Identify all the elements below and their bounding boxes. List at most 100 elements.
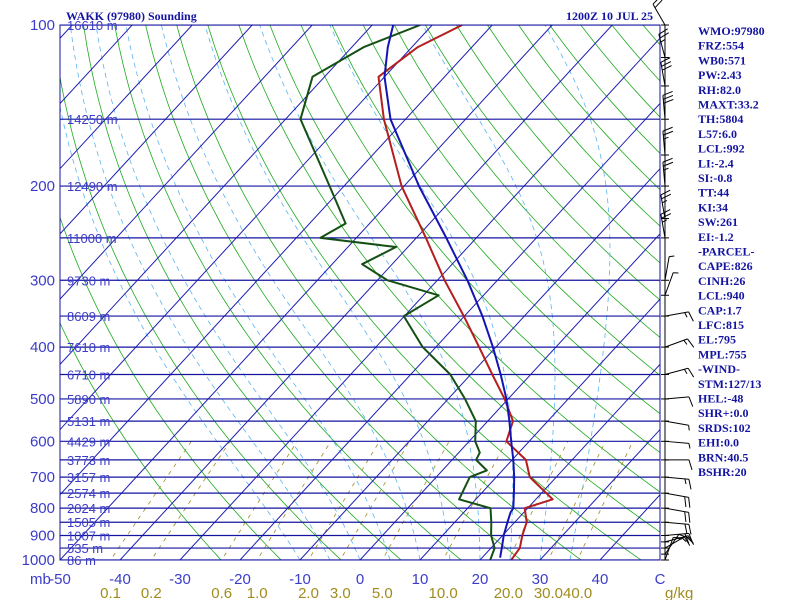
wind-barb-shaft [664, 367, 689, 375]
wind-barb-flag [684, 496, 687, 508]
wind-barb-half-flag [683, 369, 688, 374]
wind-barb-shaft [660, 194, 666, 219]
wind-barb-flag [662, 157, 673, 163]
index-line: CAPE:826 [698, 259, 753, 273]
height-label: 9730 m [67, 273, 110, 288]
index-line: LI:-2.4 [698, 156, 734, 170]
wind-barb-half-flag [684, 312, 688, 318]
wind-barb-shaft [664, 476, 689, 480]
wind-barb-flag [688, 512, 691, 523]
index-line: SRDS:102 [698, 421, 751, 435]
plot-frame [59, 24, 661, 561]
pressure-tick-label: 1000 [22, 552, 55, 569]
mixing-ratio-label: 30.0 [534, 585, 563, 600]
wind-barb-flag [683, 536, 691, 546]
wind-barb-flag [684, 511, 687, 523]
wind-barb [661, 90, 674, 120]
index-line: TH:5804 [698, 112, 743, 126]
dry-adiabat [60, 322, 222, 560]
temperature-tick-label: 30 [532, 571, 549, 588]
height-label: 2574 m [67, 486, 110, 501]
mixing-ratio-line [256, 441, 332, 560]
index-line: MAXT:33.2 [698, 98, 759, 112]
isotherm [359, 233, 660, 560]
temperature-tick-label: -50 [49, 571, 71, 588]
wind-barb-flag [688, 479, 692, 490]
wind-barb-half-flag [688, 425, 690, 431]
pressure-tick-label: 200 [30, 178, 55, 195]
wind-barb-flag [663, 130, 674, 136]
pressure-tick-label: 500 [30, 391, 55, 408]
index-line: WMO:97980 [698, 24, 765, 38]
wind-barb-half-flag [661, 219, 668, 223]
isotherm [60, 25, 433, 431]
index-line: EHI:0.0 [698, 436, 739, 450]
wind-barb [661, 396, 694, 407]
wind-barb-shaft [658, 34, 666, 58]
isotherm [239, 102, 660, 560]
wind-barb [661, 492, 691, 508]
index-line: MPL:755 [698, 347, 747, 361]
index-line: PW:2.43 [698, 68, 742, 82]
index-line: -WIND- [698, 362, 740, 376]
index-line: TT:44 [698, 186, 729, 200]
index-line: SHR+:0.0 [698, 406, 749, 420]
wind-barb-shaft [664, 396, 689, 400]
stability-indices: WMO:97980FRZ:554WB0:571PW:2.43RH:82.0MAX… [698, 24, 765, 479]
pressure-tick-label: 300 [30, 272, 55, 289]
isotherm [60, 25, 253, 235]
wind-barb-shaft [664, 440, 689, 444]
wind-barb-half-flag [681, 537, 687, 543]
wind-barb-flag [662, 90, 673, 96]
pressure-tick-label: 600 [30, 433, 55, 450]
height-label: 1007 m [67, 529, 110, 544]
wind-barb-flag [659, 32, 669, 39]
height-label: 6710 m [67, 367, 110, 382]
mixing-ratio-label: 40.0 [563, 585, 592, 600]
wind-barb [661, 507, 691, 523]
mixing-ratio-line [507, 441, 569, 560]
chart-series [299, 25, 554, 560]
isotherm [60, 25, 193, 170]
height-label: 5131 m [67, 414, 110, 429]
index-line: LCL:940 [698, 289, 745, 303]
wind-barb-flag [661, 65, 672, 71]
wind-barb [661, 367, 695, 378]
mixing-ratio-label: 1.0 [247, 585, 268, 600]
mixing-ratio-label: 0.6 [211, 585, 232, 600]
wind-barb [661, 459, 693, 471]
height-label: 12490 m [67, 179, 118, 194]
temperature-tick-label: 20 [472, 571, 489, 588]
height-label: 2024 m [67, 501, 110, 516]
wind-barb-half-flag [663, 136, 669, 140]
wind-barb [661, 440, 691, 449]
mixing-ratio-line [221, 441, 298, 560]
temperature-tick-label: 40 [592, 571, 609, 588]
mixing-ratio-unit-label: g/kg [665, 585, 693, 600]
mixing-ratio-line [381, 441, 450, 560]
wind-barb [661, 420, 690, 431]
wind-barb-flag [688, 533, 694, 544]
wind-barb-shaft [664, 420, 689, 426]
index-line: L57:6.0 [698, 127, 737, 141]
height-label: 11000 m [67, 231, 117, 246]
mixing-ratio-line [339, 441, 410, 560]
wind-barb-flag [663, 98, 674, 104]
moist-adiabat [69, 25, 331, 560]
temperature-tick-label: -40 [109, 571, 131, 588]
index-line: KI:34 [698, 200, 728, 214]
pressure-tick-label: 900 [30, 528, 55, 545]
wind-barb [661, 157, 674, 187]
temperature-tick-label: C [655, 571, 666, 588]
index-line: WB0:571 [698, 53, 746, 67]
height-label: 535 m [67, 541, 103, 556]
wind-barb [661, 272, 679, 296]
wind-barb-flag [684, 523, 688, 535]
pressure-tick-label: 700 [30, 469, 55, 486]
wind-barb-flag [654, 0, 663, 9]
wind-barb [661, 521, 692, 535]
wind-barb-shaft [664, 535, 689, 543]
